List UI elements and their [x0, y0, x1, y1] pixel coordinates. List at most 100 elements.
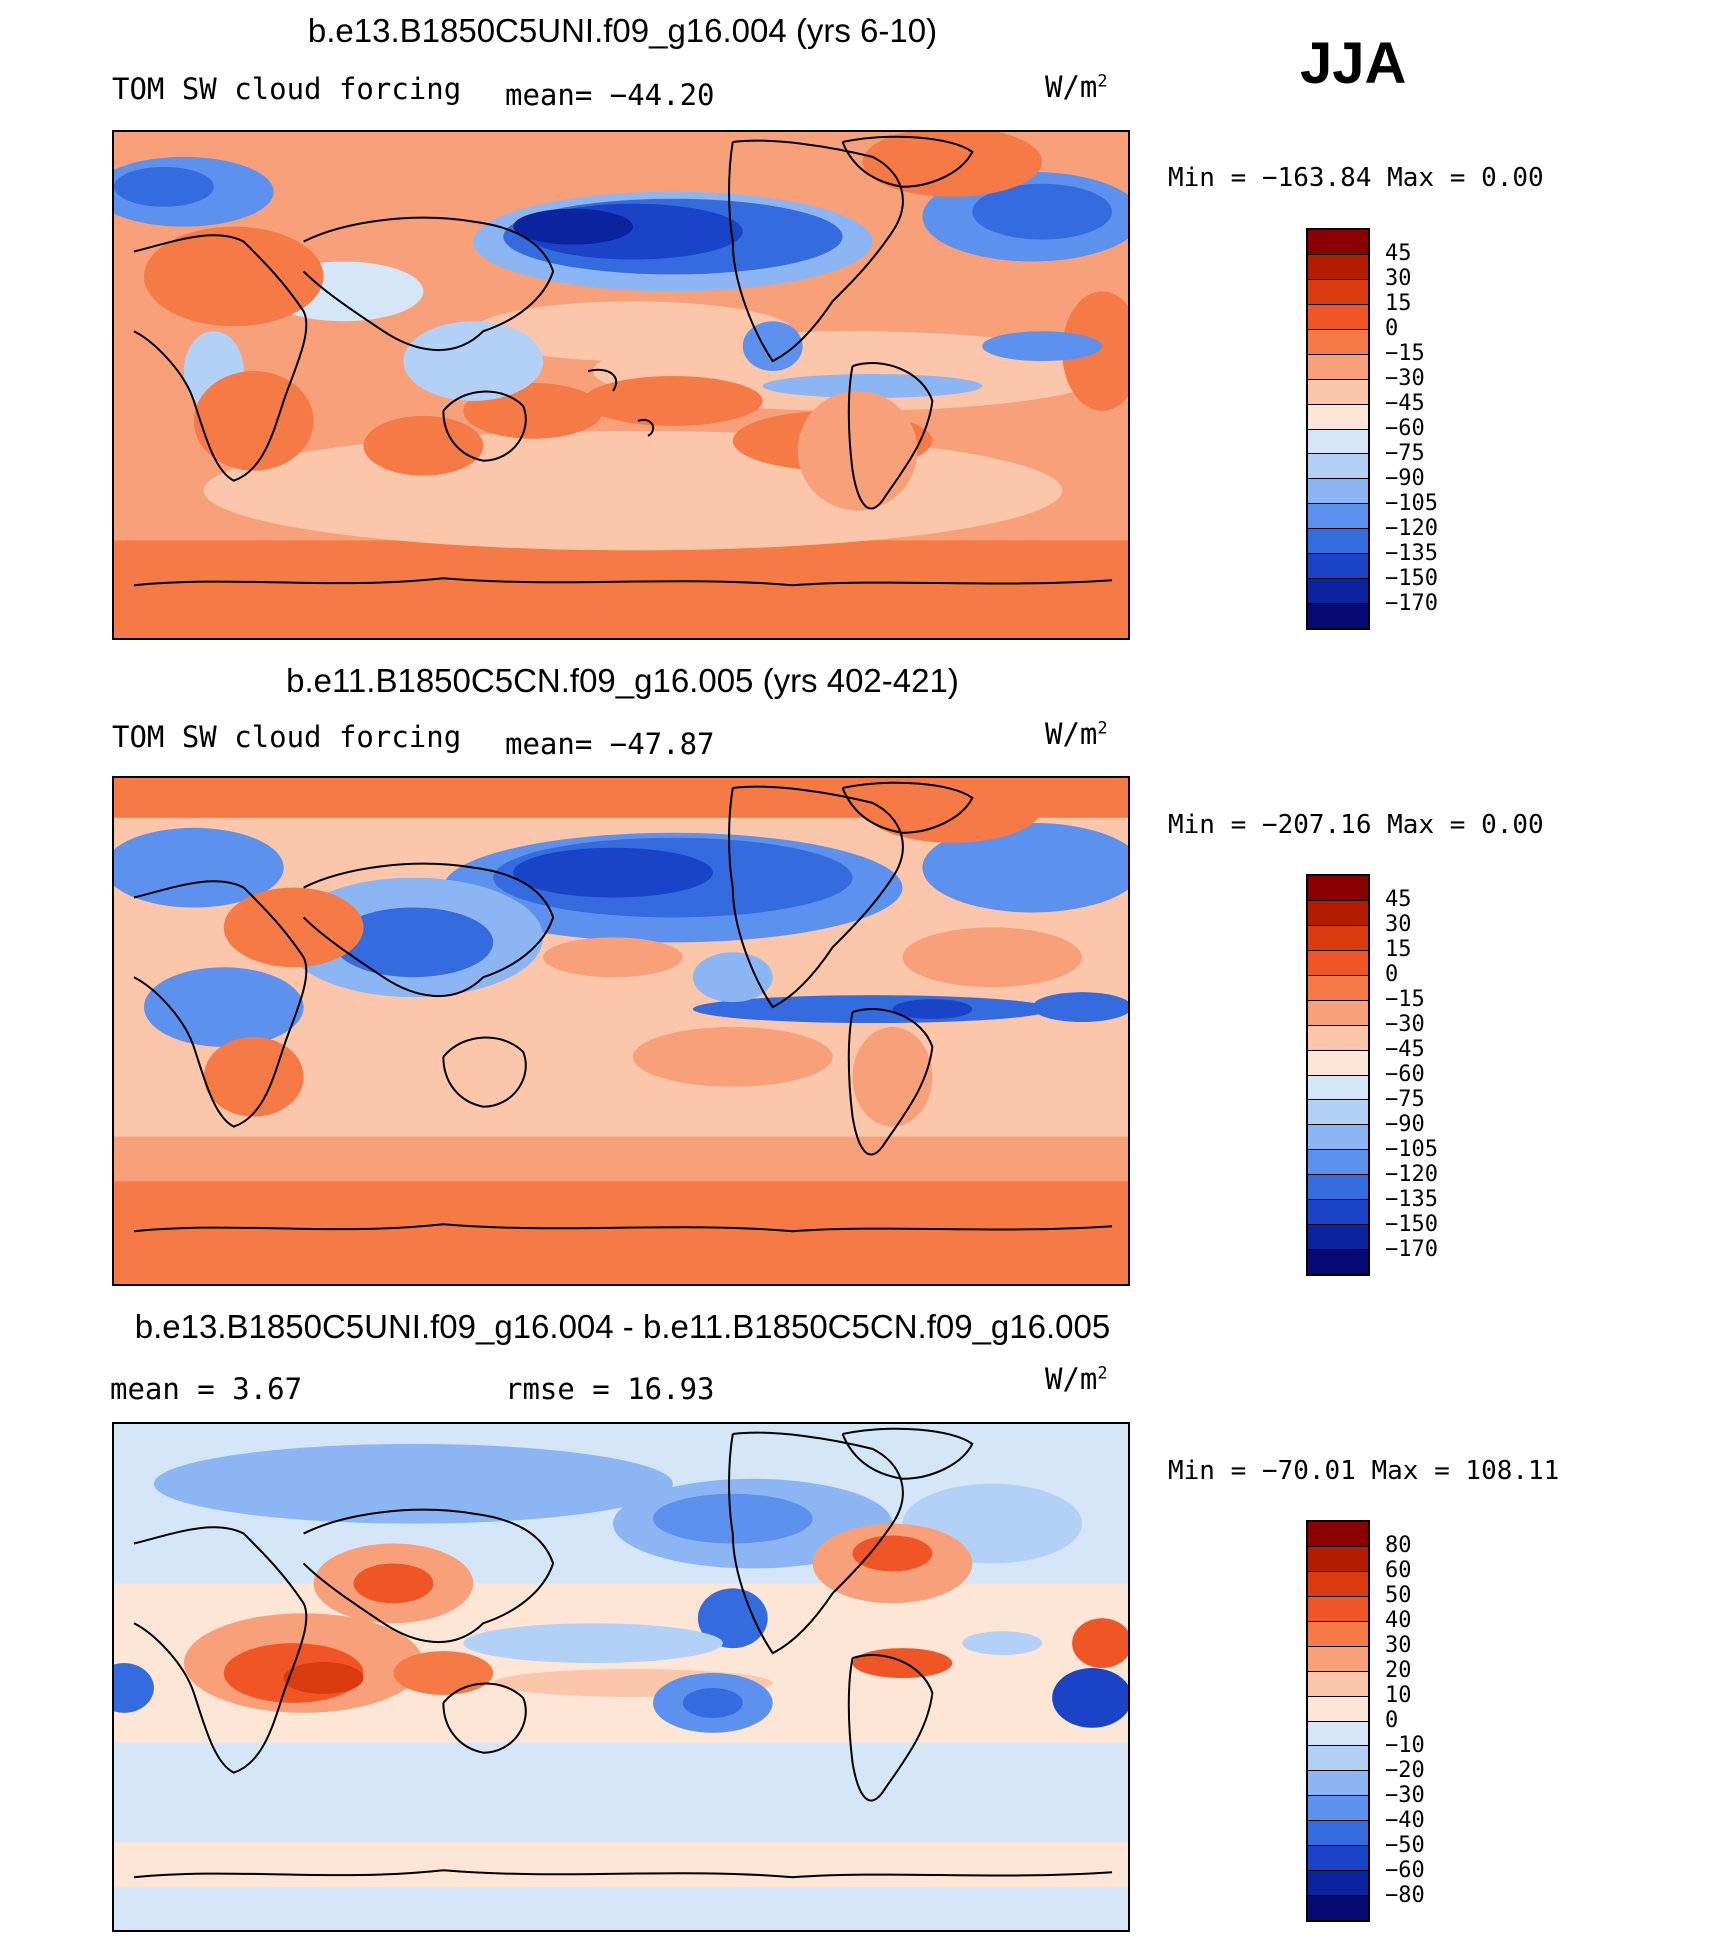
panel1-swatch: [1308, 354, 1368, 380]
panel2-swatch: [1308, 1025, 1368, 1051]
panel1-swatch: [1308, 604, 1368, 628]
tick-label: −30: [1385, 1012, 1425, 1037]
panel2-swatch: [1308, 876, 1368, 901]
panel2-colorbar: [1306, 874, 1370, 1276]
panel2-swatch: [1308, 1000, 1368, 1026]
panel1-swatch: [1308, 429, 1368, 455]
tick-label: 0: [1385, 1708, 1399, 1733]
panel2-mean: mean= −47.87: [505, 727, 715, 761]
panel1-swatch: [1308, 329, 1368, 355]
panel3-swatch: [1308, 1596, 1368, 1622]
panel1-field-label: TOM SW cloud forcing: [112, 72, 462, 106]
tick-label: −105: [1385, 1137, 1438, 1162]
tick-label: −20: [1385, 1758, 1425, 1783]
tick-label: 10: [1385, 1683, 1412, 1708]
panel2-swatch: [1308, 1100, 1368, 1126]
tick-label: −90: [1385, 1112, 1425, 1137]
tick-label: −150: [1385, 566, 1438, 591]
tick-label: 15: [1385, 937, 1412, 962]
tick-label: 45: [1385, 241, 1412, 266]
tick-label: 30: [1385, 266, 1412, 291]
panel2-swatch: [1308, 1050, 1368, 1076]
tick-label: 0: [1385, 316, 1399, 341]
panel3-swatch: [1308, 1571, 1368, 1597]
panel3-swatch: [1308, 1871, 1368, 1897]
panel2-swatch: [1308, 1200, 1368, 1226]
panel1-swatch: [1308, 230, 1368, 255]
tick-label: −150: [1385, 1212, 1438, 1237]
panel1-mean: mean= −44.20: [505, 78, 715, 112]
panel3-map: [112, 1422, 1130, 1932]
panel1-units: W/m2: [1045, 70, 1108, 104]
tick-label: −120: [1385, 1162, 1438, 1187]
panel1-swatch: [1308, 379, 1368, 405]
tick-label: −90: [1385, 466, 1425, 491]
panel3-colorbar: [1306, 1520, 1370, 1922]
tick-label: −30: [1385, 1783, 1425, 1808]
panel1-swatch: [1308, 404, 1368, 430]
tick-label: −15: [1385, 341, 1425, 366]
panel2-field-label: TOM SW cloud forcing: [112, 720, 462, 754]
panel2-map: [112, 776, 1130, 1286]
panel2-swatch: [1308, 1075, 1368, 1101]
panel2-swatch: [1308, 900, 1368, 926]
panel2-title: b.e11.B1850C5CN.f09_g16.005 (yrs 402-421…: [286, 662, 959, 699]
tick-label: −45: [1385, 391, 1425, 416]
panel1-swatch: [1308, 504, 1368, 530]
season-label: JJA: [1300, 31, 1407, 96]
tick-label: −105: [1385, 491, 1438, 516]
tick-label: 15: [1385, 291, 1412, 316]
panel2-colorbar-labels: 45 30 15 0 −15 −30 −45 −60 −75 −90 −105 …: [1385, 887, 1438, 1262]
panel1-swatch: [1308, 479, 1368, 505]
tick-label: 40: [1385, 1608, 1412, 1633]
tick-label: 80: [1385, 1533, 1412, 1558]
panel3-swatch: [1308, 1696, 1368, 1722]
tick-label: −75: [1385, 1087, 1425, 1112]
panel3-swatch: [1308, 1721, 1368, 1747]
panel2-swatch: [1308, 1150, 1368, 1176]
panel2-swatch: [1308, 1225, 1368, 1251]
panel1-swatch: [1308, 304, 1368, 330]
tick-label: −30: [1385, 366, 1425, 391]
tick-label: 0: [1385, 962, 1399, 987]
panel1-colorbar: [1306, 228, 1370, 630]
tick-label: 30: [1385, 912, 1412, 937]
tick-label: −60: [1385, 1062, 1425, 1087]
tick-label: 60: [1385, 1558, 1412, 1583]
tick-label: −170: [1385, 591, 1438, 616]
tick-label: −40: [1385, 1808, 1425, 1833]
panel3-colorbar-labels: 80 60 50 40 30 20 10 0 −10 −20 −30 −40 −…: [1385, 1533, 1425, 1908]
panel3-swatch: [1308, 1621, 1368, 1647]
panel2-swatch: [1308, 1175, 1368, 1201]
panel1-colorbar-labels: 45 30 15 0 −15 −30 −45 −60 −75 −90 −105 …: [1385, 241, 1438, 616]
tick-label: 45: [1385, 887, 1412, 912]
tick-label: −50: [1385, 1833, 1425, 1858]
panel1-swatch: [1308, 454, 1368, 480]
tick-label: −120: [1385, 516, 1438, 541]
panel3-mean: mean = 3.67: [110, 1372, 303, 1406]
panel1-minmax: Min = −163.84 Max = 0.00: [1168, 163, 1544, 193]
panel2-minmax: Min = −207.16 Max = 0.00: [1168, 810, 1544, 840]
panel3-swatch: [1308, 1746, 1368, 1772]
tick-label: −60: [1385, 1858, 1425, 1883]
tick-label: −10: [1385, 1733, 1425, 1758]
panel3-swatch: [1308, 1671, 1368, 1697]
tick-label: −135: [1385, 1187, 1438, 1212]
panel1-map: [112, 130, 1130, 640]
panel3-title: b.e13.B1850C5UNI.f09_g16.004 - b.e11.B18…: [134, 1308, 1111, 1345]
panel3-swatch: [1308, 1546, 1368, 1572]
panel3-swatch: [1308, 1846, 1368, 1872]
panel3-rmse: rmse = 16.93: [505, 1372, 715, 1406]
tick-label: −75: [1385, 441, 1425, 466]
tick-label: −170: [1385, 1237, 1438, 1262]
panel3-minmax: Min = −70.01 Max = 108.11: [1168, 1456, 1560, 1486]
panel3-swatch: [1308, 1646, 1368, 1672]
tick-label: 20: [1385, 1658, 1412, 1683]
panel2-swatch: [1308, 975, 1368, 1001]
panel1-swatch: [1308, 254, 1368, 280]
panel3-units: W/m2: [1045, 1362, 1108, 1396]
panel2-units: W/m2: [1045, 717, 1108, 751]
tick-label: −45: [1385, 1037, 1425, 1062]
panel2-swatch: [1308, 925, 1368, 951]
panel3-swatch: [1308, 1896, 1368, 1920]
